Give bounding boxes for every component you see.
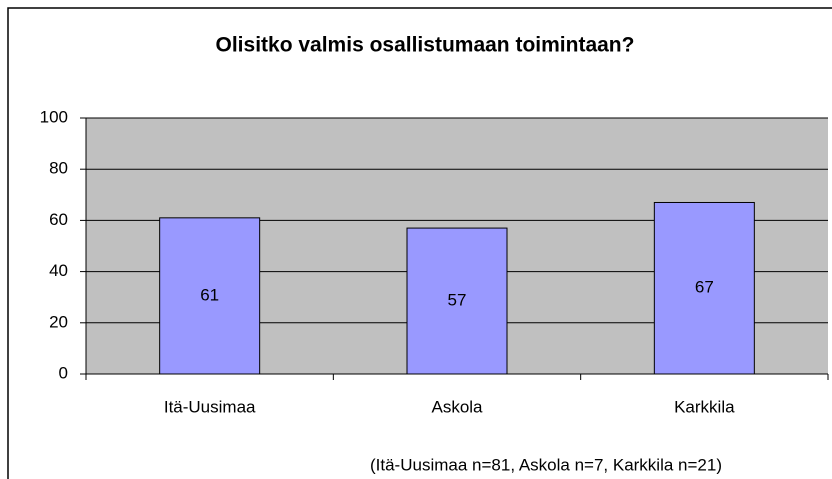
bar (406, 227, 508, 375)
data-label: 67 (695, 278, 714, 297)
chart-title: Olisitko valmis osallistumaan toimintaan… (216, 34, 635, 57)
y-tick-label: 80 (49, 159, 68, 178)
y-tick-label: 100 (40, 107, 68, 126)
y-tick-label: 60 (49, 210, 68, 229)
y-tick-label: 40 (49, 261, 68, 280)
bar (159, 217, 261, 375)
bar (653, 201, 755, 375)
y-tick-label: 0 (59, 363, 68, 382)
x-tick-label: Itä-Uusimaa (164, 397, 256, 416)
data-label: 61 (200, 285, 219, 304)
data-label: 57 (448, 291, 467, 310)
y-tick-label: 20 (49, 312, 68, 331)
annotation: (Itä-Uusimaa n=81, Askola n=7, Karkkila … (370, 455, 722, 474)
x-tick-label: Karkkila (674, 397, 735, 416)
x-tick-label: Askola (431, 397, 483, 416)
